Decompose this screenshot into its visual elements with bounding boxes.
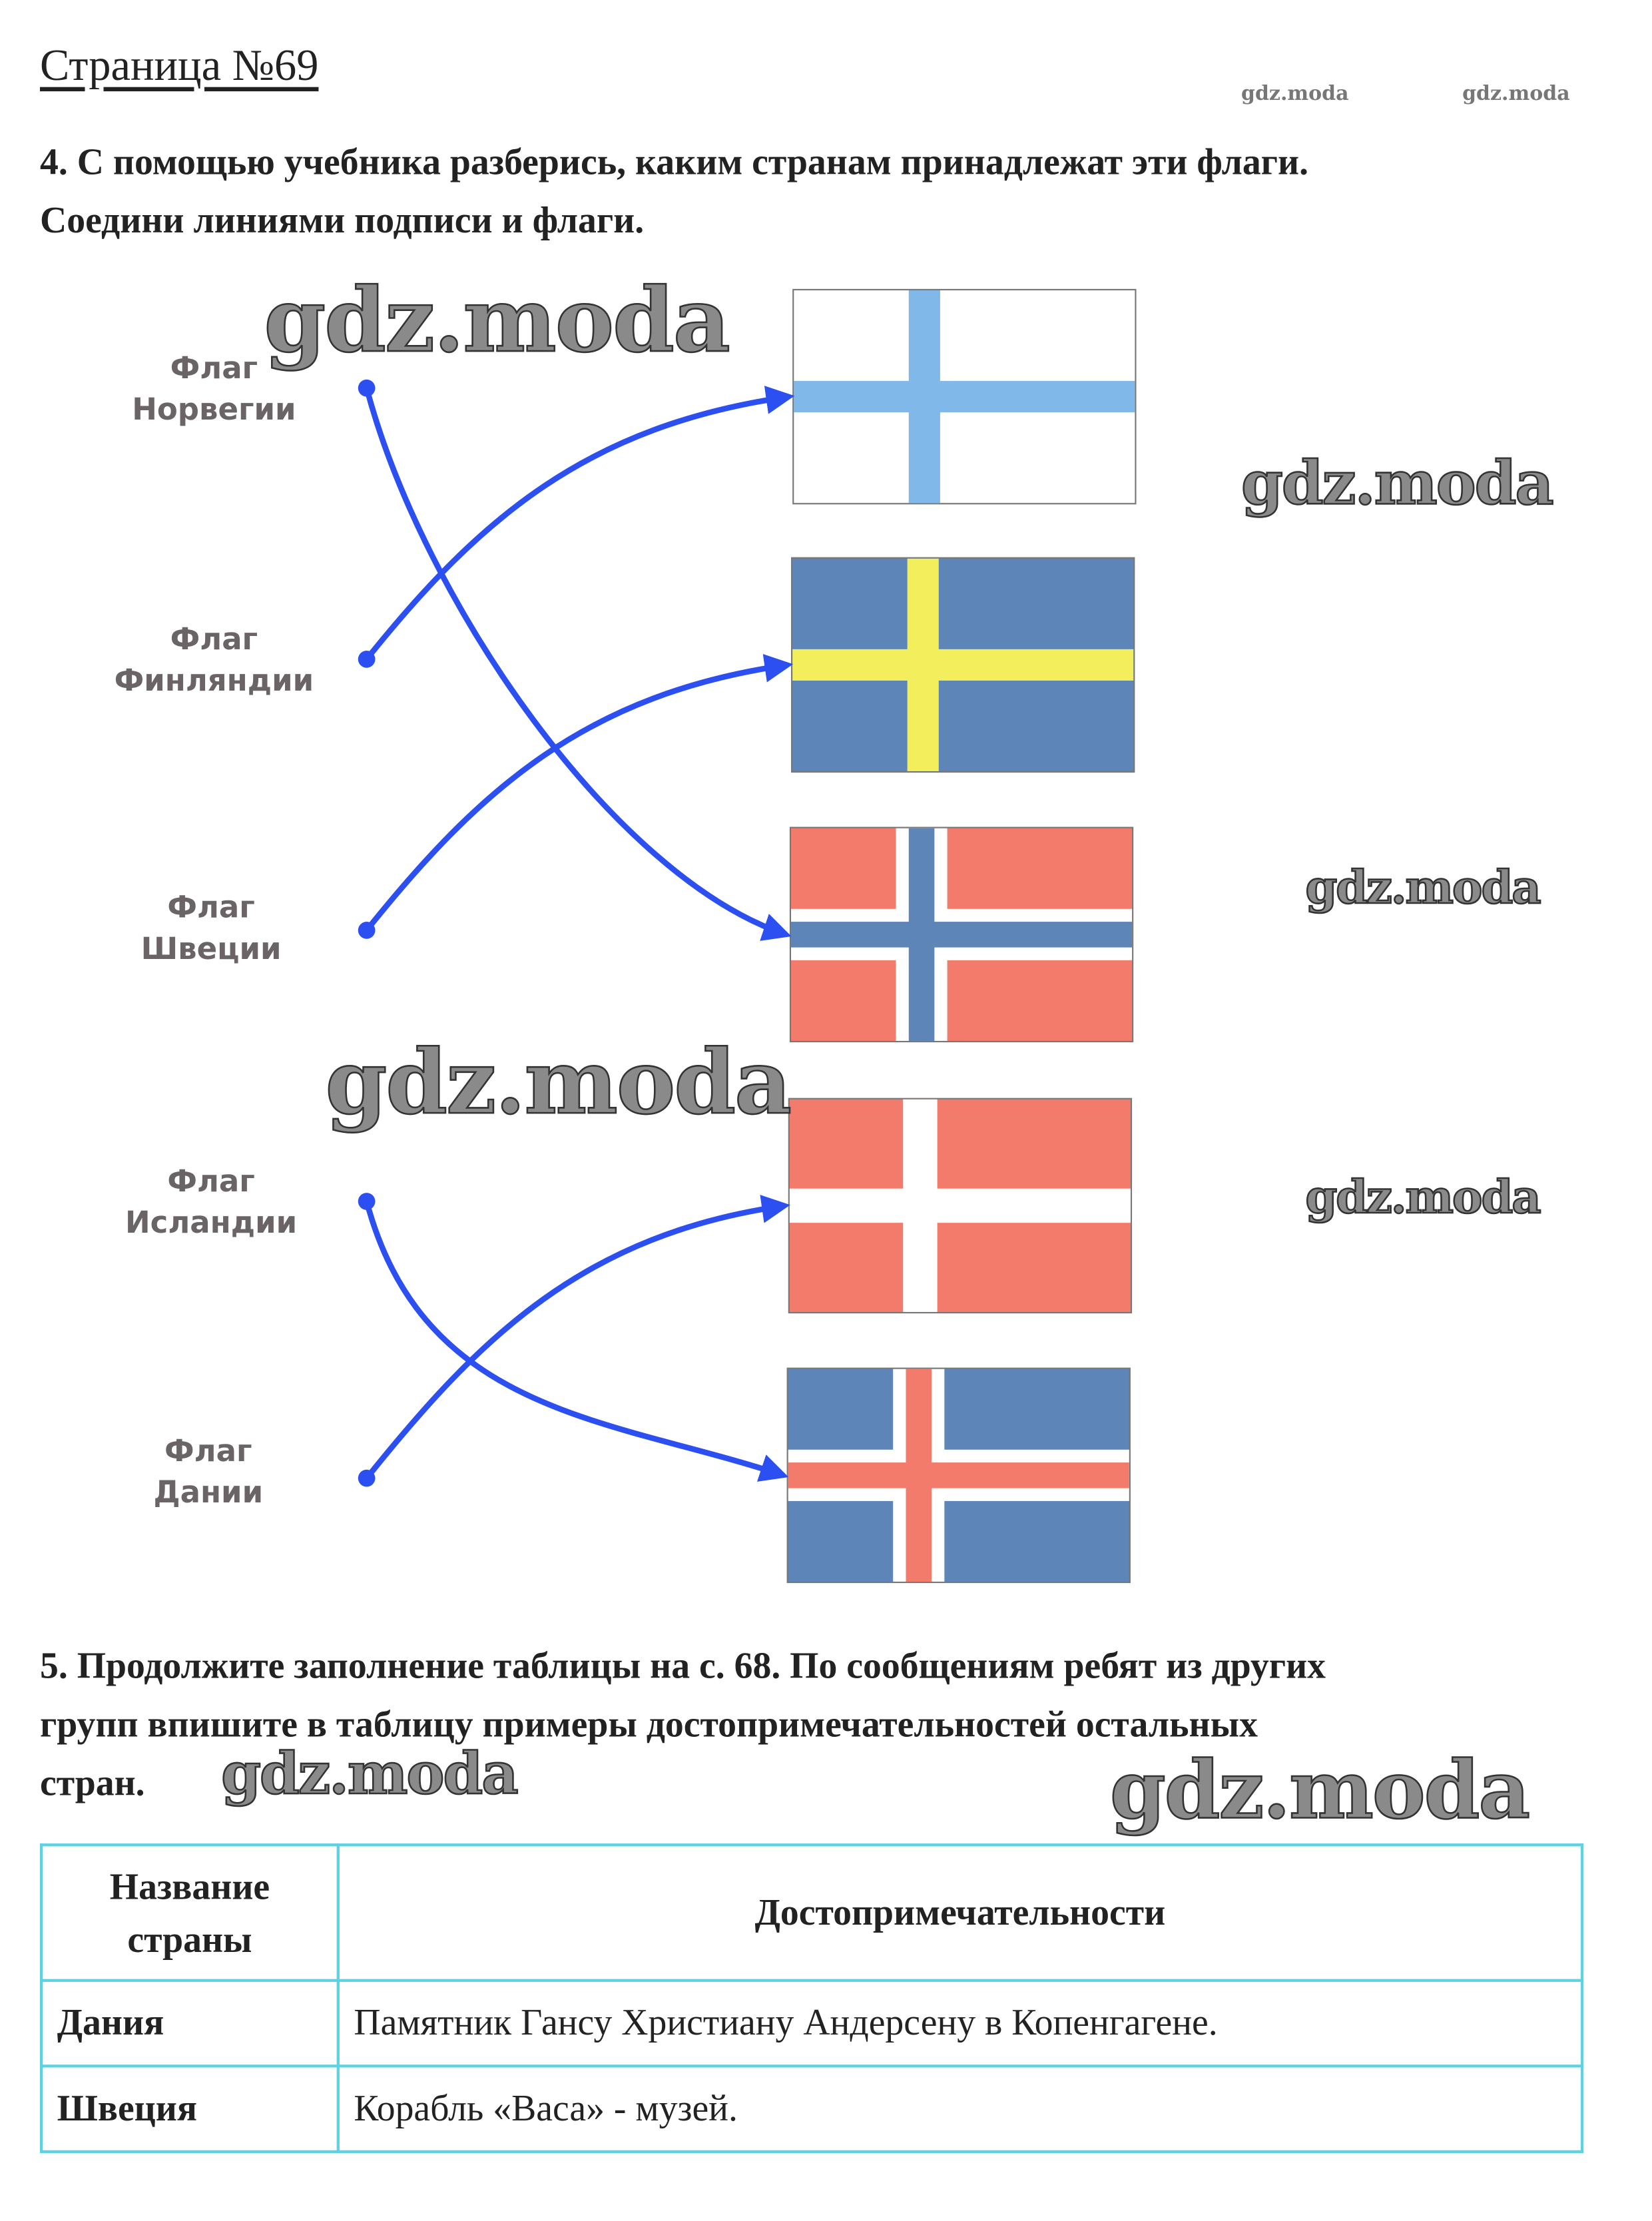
watermark: gdz.moda [324, 1030, 792, 1135]
watermark: gdz.moda [1240, 83, 1349, 106]
cell-country: Дания [39, 1979, 340, 2068]
cell-country: Швеция [39, 2064, 340, 2154]
connection-dot [358, 1469, 376, 1487]
watermark: gdz.moda [1304, 1169, 1542, 1225]
watermark: gdz.moda [1240, 447, 1555, 519]
header-country: Название страны [39, 1843, 340, 1982]
task5-line3: стран. [39, 1761, 145, 1804]
connection-line [358, 654, 794, 939]
table-row: Дания Памятник Гансу Христиану Андерсену… [39, 1979, 1584, 2068]
label-norway: Флаг Норвегии [132, 351, 296, 427]
sights-table: Название страны Достопримечательности Дан… [39, 1843, 1584, 2154]
connection-dot [358, 922, 376, 939]
flag-iceland [786, 1367, 1131, 1584]
task5-text: 5. Продолжите заполнение таблицы на с. 6… [40, 1636, 1623, 1812]
watermark: gdz.moda [1304, 860, 1542, 916]
watermark: gdz.moda [1109, 1743, 1531, 1839]
cell-sight: Корабль «Васа» - музей. [336, 2064, 1584, 2154]
connection-line [358, 1193, 789, 1482]
page-title: Страница №69 [39, 39, 319, 90]
connection-line [358, 1195, 790, 1487]
header-sights: Достопримечательности [336, 1843, 1584, 1982]
flag-denmark [788, 1098, 1133, 1314]
label-finland: Флаг Финляндии [114, 622, 314, 698]
connection-dot [358, 650, 376, 668]
label-sweden: Флаг Швеции [140, 890, 282, 966]
watermark: gdz.moda [263, 268, 731, 374]
task5-line2: групп впишите в таблицу примеры достопри… [39, 1704, 1258, 1745]
cell-sight: Памятник Гансу Христиану Андерсену в Коп… [336, 1979, 1584, 2068]
flag-finland [792, 288, 1137, 505]
connection-line [358, 379, 792, 941]
connection-line [358, 386, 795, 668]
flag-norway [789, 826, 1134, 1043]
task4-text: 4. С помощью учебника разберись, каким с… [40, 133, 1623, 250]
table-row: Швеция Корабль «Васа» - музей. [39, 2064, 1584, 2154]
watermark: gdz.moda [1462, 83, 1570, 106]
connection-dot [358, 1193, 376, 1210]
label-iceland: Флаг Исландии [125, 1164, 298, 1240]
label-denmark: Флаг Дании [153, 1434, 264, 1510]
task5-line1: 5. Продолжите заполнение таблицы на с. 6… [39, 1645, 1326, 1687]
watermark: gdz.moda [220, 1740, 519, 1809]
table-header-row: Название страны Достопримечательности [39, 1843, 1584, 1982]
connection-dot [358, 379, 376, 397]
task4-line2: Соедини линиями подписи и флаги. [39, 199, 645, 242]
flag-sweden [791, 557, 1135, 773]
task4-line1: 4. С помощью учебника разберись, каким с… [39, 141, 1309, 183]
